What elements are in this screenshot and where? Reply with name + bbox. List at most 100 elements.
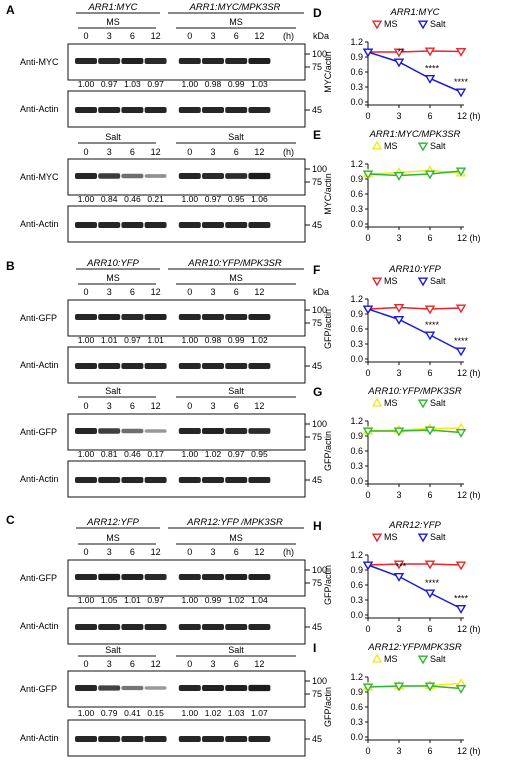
data-point (362, 170, 374, 180)
legend-label: MS (384, 276, 398, 286)
blot-band (121, 685, 144, 691)
band-quantification: 1.00 (78, 708, 95, 718)
blot-band (248, 736, 271, 742)
timepoint-label: 3 (107, 401, 112, 411)
x-tick-label: 6 (427, 746, 432, 756)
timepoint-label: 3 (210, 147, 215, 157)
x-tick-label: 12 (h) (457, 624, 481, 634)
timepoint-label: 6 (234, 31, 239, 41)
blot-band (225, 736, 248, 742)
band-quantification: 0.97 (101, 79, 118, 89)
condition-label: Salt (228, 132, 244, 142)
blot-band (248, 313, 271, 321)
x-tick-label: 3 (396, 368, 401, 378)
y-axis-label: GFP/actin (323, 565, 333, 605)
band-quantification: 0.98 (205, 335, 222, 345)
band-quantification: 1.00 (182, 79, 199, 89)
series-line (367, 306, 462, 310)
blot-band (121, 173, 144, 179)
blot-band (144, 686, 167, 690)
condition-label: MS (106, 273, 120, 283)
y-tick-label: 0.0 (350, 219, 363, 229)
blot-band (144, 624, 167, 630)
band-quantification: 0.81 (101, 449, 118, 459)
band-quantification: 0.97 (147, 595, 164, 605)
y-tick-label: 0.6 (350, 189, 363, 199)
blot-band (75, 58, 97, 64)
timepoint-label: 0 (83, 401, 88, 411)
blot-band (178, 685, 201, 691)
blot-band (202, 624, 224, 630)
band-quantification: 1.00 (182, 335, 199, 345)
mw-marker-label: 45 (312, 105, 322, 115)
data-point (362, 561, 374, 571)
mw-marker-label: 75 (312, 689, 322, 699)
y-tick-label: 1.2 (350, 416, 363, 426)
y-tick-label: 0.6 (350, 324, 363, 334)
timepoint-label: 12 (254, 287, 264, 297)
data-point (455, 561, 467, 571)
blot-band (75, 363, 97, 369)
y-axis-label: GFP/actin (323, 309, 333, 349)
series-line (368, 429, 462, 434)
panel-letter: E (313, 128, 321, 142)
timepoint-label: 12 (151, 547, 161, 557)
timepoint-label: 0 (83, 287, 88, 297)
timepoint-label: 12 (151, 659, 161, 669)
blot-band (144, 574, 167, 580)
x-tick-label: 12 (h) (457, 111, 481, 121)
condition-label: Salt (228, 645, 244, 655)
blot-band (98, 58, 121, 64)
band-quantification: 0.98 (205, 79, 222, 89)
y-tick-label: 0.3 (350, 204, 363, 214)
data-point (424, 74, 436, 84)
band-quantification: 0.97 (228, 449, 245, 459)
y-tick-label: 0.9 (350, 174, 363, 184)
data-point (362, 683, 374, 693)
blot-band (248, 363, 271, 369)
blot-band (121, 57, 144, 65)
blot-band (144, 429, 167, 433)
blot-band (248, 573, 271, 581)
blot-band (178, 363, 201, 369)
blot-band (202, 107, 224, 113)
timepoint-label: 12 (151, 401, 161, 411)
legend-marker (417, 655, 429, 665)
condition-label: MS (229, 273, 243, 283)
timepoint-label: 0 (187, 401, 192, 411)
band-quantification: 1.02 (205, 449, 222, 459)
legend-marker (371, 653, 383, 663)
band-quantification: 0.79 (101, 708, 118, 718)
band-quantification: 0.84 (101, 194, 118, 204)
x-tick-label: 0 (365, 368, 370, 378)
mw-marker-label: 45 (312, 622, 322, 632)
significance-label: *** (396, 562, 407, 572)
data-point (424, 47, 436, 57)
x-tick-label: 6 (427, 233, 432, 243)
blot-band (98, 477, 121, 483)
timepoint-label: 3 (210, 401, 215, 411)
band-quantification: 1.00 (78, 449, 95, 459)
band-quantification: 0.99 (228, 335, 245, 345)
antibody-label: Anti-Actin (20, 621, 59, 631)
chart-title: ARR1:MYC/MPK3SR (369, 129, 461, 140)
data-point (455, 48, 467, 57)
y-tick-label: 0.9 (350, 687, 363, 697)
x-tick-label: 3 (396, 624, 401, 634)
blot-band (202, 684, 224, 692)
series-line (367, 563, 462, 566)
significance-label: **** (454, 594, 469, 604)
band-quantification: 0.46 (124, 194, 141, 204)
series-line (367, 685, 462, 690)
data-point (424, 170, 436, 180)
data-point (393, 682, 405, 692)
blot-band (121, 314, 144, 320)
data-point (455, 88, 467, 98)
blot-band (248, 684, 271, 692)
significance-label: ** (397, 47, 405, 57)
panel-letter: F (313, 263, 320, 277)
blot-band (98, 222, 121, 228)
timepoint-label: 0 (187, 31, 192, 41)
legend-marker (371, 140, 383, 150)
